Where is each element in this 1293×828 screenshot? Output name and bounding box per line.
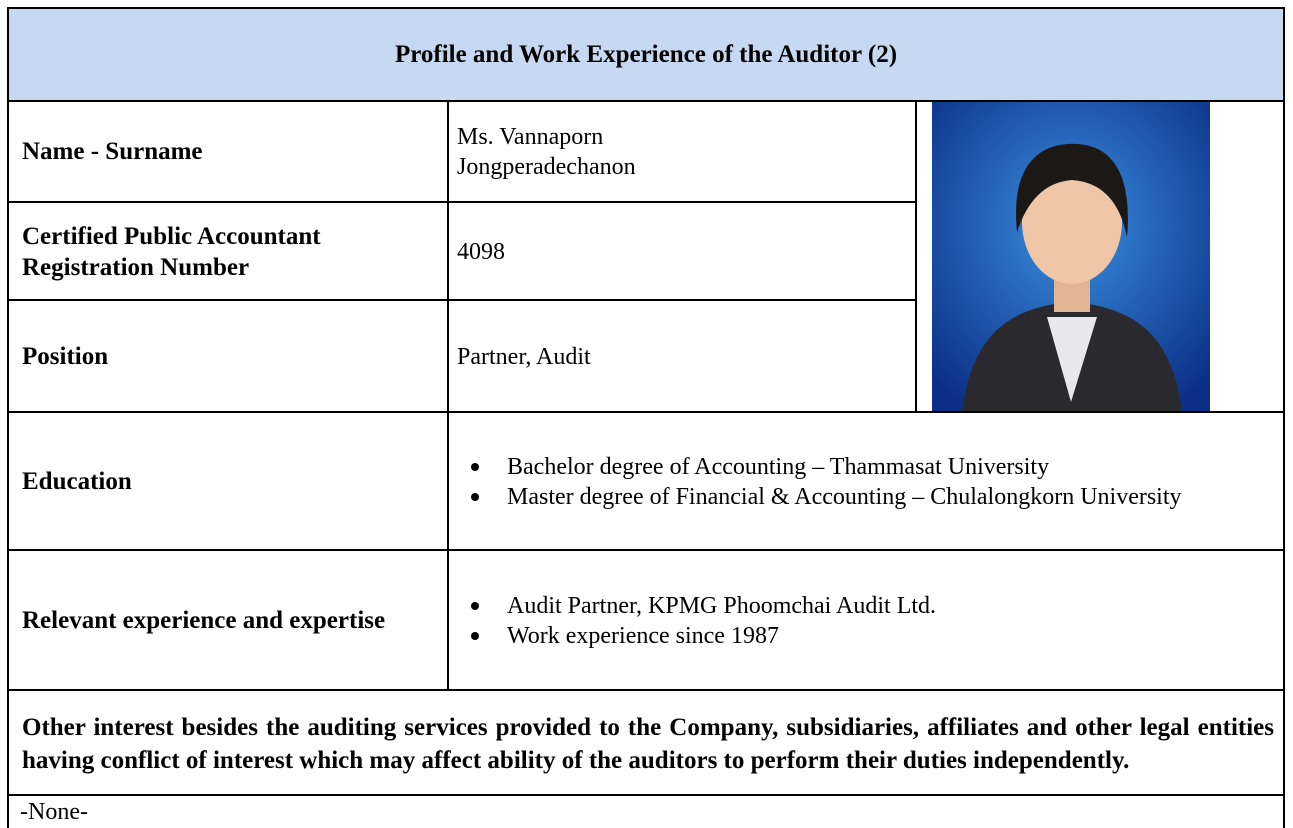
bullet-item: Bachelor degree of Accounting – Thammasa… (449, 452, 1257, 482)
bullet-list: Bachelor degree of Accounting – Thammasa… (449, 452, 1257, 512)
border (8, 689, 1285, 691)
bullet-item: Work experience since 1987 (449, 621, 936, 651)
border (8, 549, 1285, 551)
conflict-question: Other interest besides the auditing serv… (22, 713, 1274, 774)
border (1283, 7, 1285, 828)
header-title: Profile and Work Experience of the Audit… (394, 40, 898, 68)
border (8, 100, 1285, 102)
row-value: Ms. Vannaporn Jongperadechanon (457, 123, 636, 180)
border (8, 411, 1285, 413)
header: Profile and Work Experience of the Audit… (8, 8, 1284, 101)
row-label: Relevant experience and expertise (22, 607, 386, 634)
row-label: Education (22, 468, 132, 495)
row-label: Name - Surname (22, 138, 203, 165)
bullet-item: Master degree of Financial & Accounting … (449, 482, 1257, 512)
header-bg (8, 8, 1284, 101)
portrait-photo (932, 102, 1210, 412)
border (7, 7, 9, 828)
row-label: Certified Public Accountant Registration… (22, 223, 321, 281)
border (8, 299, 917, 301)
row-value: Partner, Audit (457, 343, 591, 370)
border (8, 794, 1285, 796)
conflict-answer: -None- (20, 799, 88, 825)
row-label: Position (22, 343, 109, 370)
bullet-list: Audit Partner, KPMG Phoomchai Audit Ltd.… (449, 591, 936, 651)
education-list: Bachelor degree of Accounting – Thammasa… (449, 413, 1283, 550)
border (8, 201, 917, 203)
border (8, 7, 1285, 9)
row-value: 4098 (457, 239, 505, 265)
bullet-item: Audit Partner, KPMG Phoomchai Audit Ltd. (449, 591, 936, 621)
experience-list: Audit Partner, KPMG Phoomchai Audit Ltd.… (449, 551, 1283, 690)
border (447, 100, 449, 691)
border (915, 100, 917, 413)
